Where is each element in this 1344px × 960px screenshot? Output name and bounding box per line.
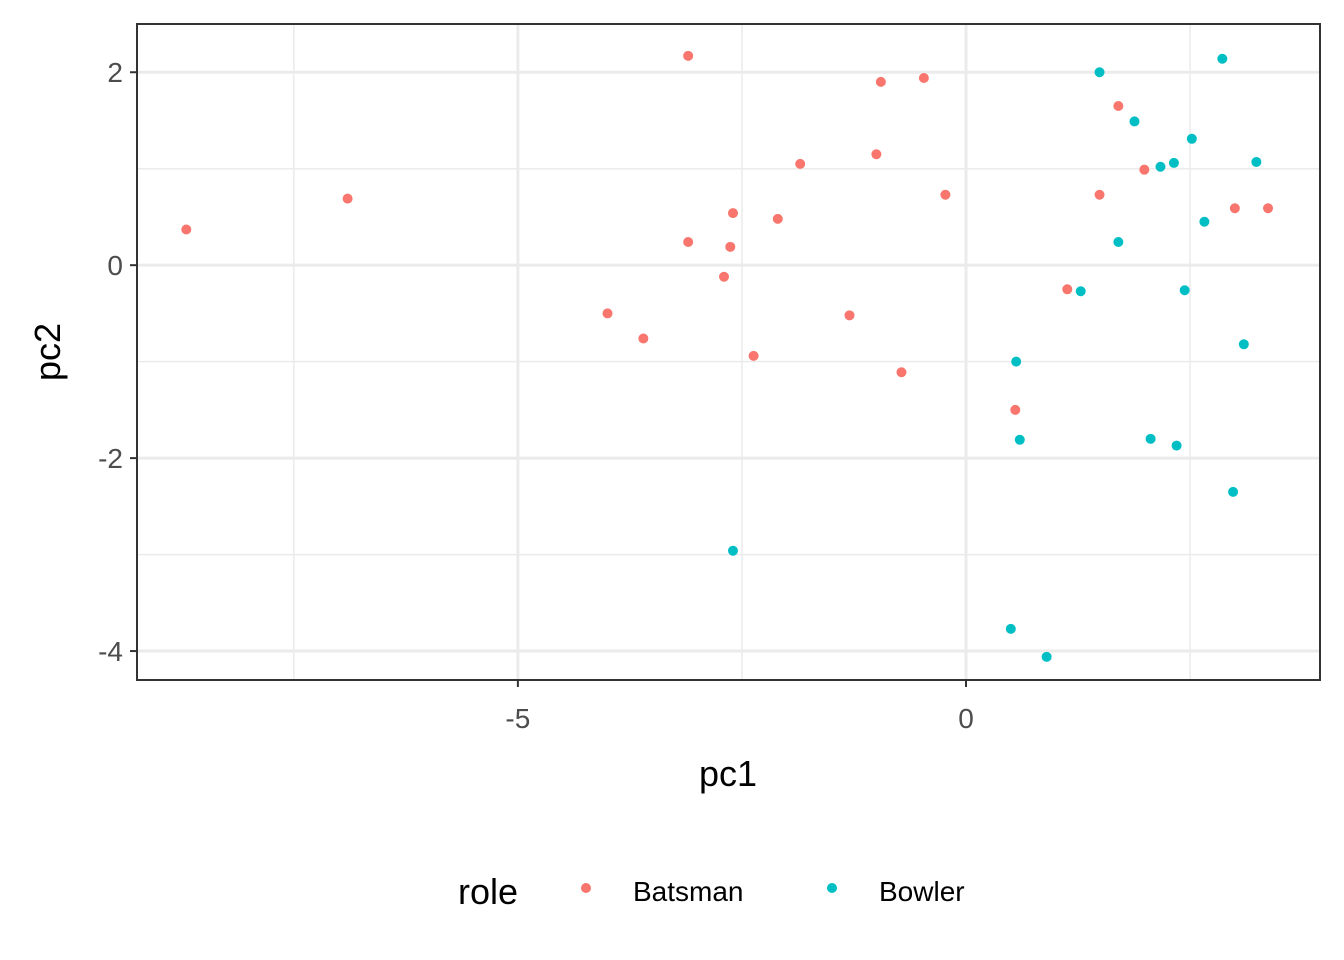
point-batsman bbox=[748, 350, 759, 361]
point-batsman bbox=[1010, 404, 1021, 415]
point-bowler bbox=[1014, 434, 1025, 445]
point-batsman bbox=[896, 367, 907, 378]
point-bowler bbox=[1179, 285, 1190, 296]
point-batsman bbox=[342, 193, 353, 204]
point-bowler bbox=[727, 545, 738, 556]
x-axis-title: pc1 bbox=[699, 753, 757, 794]
point-batsman bbox=[1094, 189, 1105, 200]
point-batsman bbox=[1229, 203, 1240, 214]
point-batsman bbox=[940, 189, 951, 200]
point-bowler bbox=[1094, 67, 1105, 78]
x-tick-label: -5 bbox=[505, 703, 530, 734]
major-grid bbox=[137, 24, 1320, 680]
point-bowler bbox=[1217, 53, 1228, 64]
plot-panel bbox=[137, 24, 1320, 680]
point-bowler bbox=[1011, 356, 1022, 367]
legend-key-bowler bbox=[827, 883, 837, 893]
point-batsman bbox=[181, 224, 192, 235]
legend-title: role bbox=[458, 871, 518, 912]
point-batsman bbox=[602, 308, 613, 319]
point-batsman bbox=[918, 73, 929, 84]
y-axis-title: pc2 bbox=[27, 323, 68, 381]
point-batsman bbox=[795, 158, 806, 169]
data-points bbox=[181, 50, 1274, 662]
point-bowler bbox=[1168, 157, 1179, 168]
point-batsman bbox=[638, 333, 649, 344]
legend: role Batsman Bowler bbox=[458, 871, 965, 912]
point-batsman bbox=[875, 76, 886, 87]
y-tick-label: -2 bbox=[98, 443, 123, 474]
point-batsman bbox=[844, 310, 855, 321]
point-bowler bbox=[1186, 133, 1197, 144]
x-axis-ticks: -5 0 bbox=[505, 680, 974, 734]
point-batsman bbox=[1113, 101, 1124, 111]
point-batsman bbox=[725, 241, 736, 252]
point-bowler bbox=[1129, 116, 1140, 127]
point-bowler bbox=[1113, 237, 1124, 248]
y-tick-label: 0 bbox=[107, 250, 123, 281]
point-bowler bbox=[1199, 216, 1210, 227]
point-batsman bbox=[1263, 203, 1274, 214]
y-tick-label: 2 bbox=[107, 57, 123, 88]
y-tick-label: -4 bbox=[98, 636, 123, 667]
point-bowler bbox=[1041, 651, 1052, 662]
point-batsman bbox=[1062, 284, 1073, 295]
point-bowler bbox=[1228, 486, 1239, 497]
plot-border bbox=[136, 23, 1321, 681]
point-bowler bbox=[1145, 433, 1156, 444]
point-batsman bbox=[871, 149, 882, 160]
legend-label-bowler: Bowler bbox=[879, 876, 965, 907]
point-batsman bbox=[683, 50, 694, 61]
point-bowler bbox=[1251, 156, 1262, 167]
point-bowler bbox=[1005, 623, 1016, 634]
point-bowler bbox=[1155, 161, 1166, 172]
point-batsman bbox=[727, 208, 738, 219]
point-batsman bbox=[719, 271, 730, 282]
point-bowler bbox=[1238, 339, 1249, 350]
point-batsman bbox=[772, 213, 783, 224]
legend-label-batsman: Batsman bbox=[633, 876, 744, 907]
point-bowler bbox=[1075, 286, 1086, 297]
x-tick-label: 0 bbox=[958, 703, 974, 734]
minor-grid bbox=[137, 24, 1320, 680]
y-axis-ticks: 2 0 -2 -4 bbox=[98, 57, 137, 667]
point-bowler bbox=[1171, 440, 1182, 451]
point-batsman bbox=[1139, 164, 1150, 175]
legend-key-batsman bbox=[581, 883, 591, 893]
point-batsman bbox=[683, 237, 694, 248]
